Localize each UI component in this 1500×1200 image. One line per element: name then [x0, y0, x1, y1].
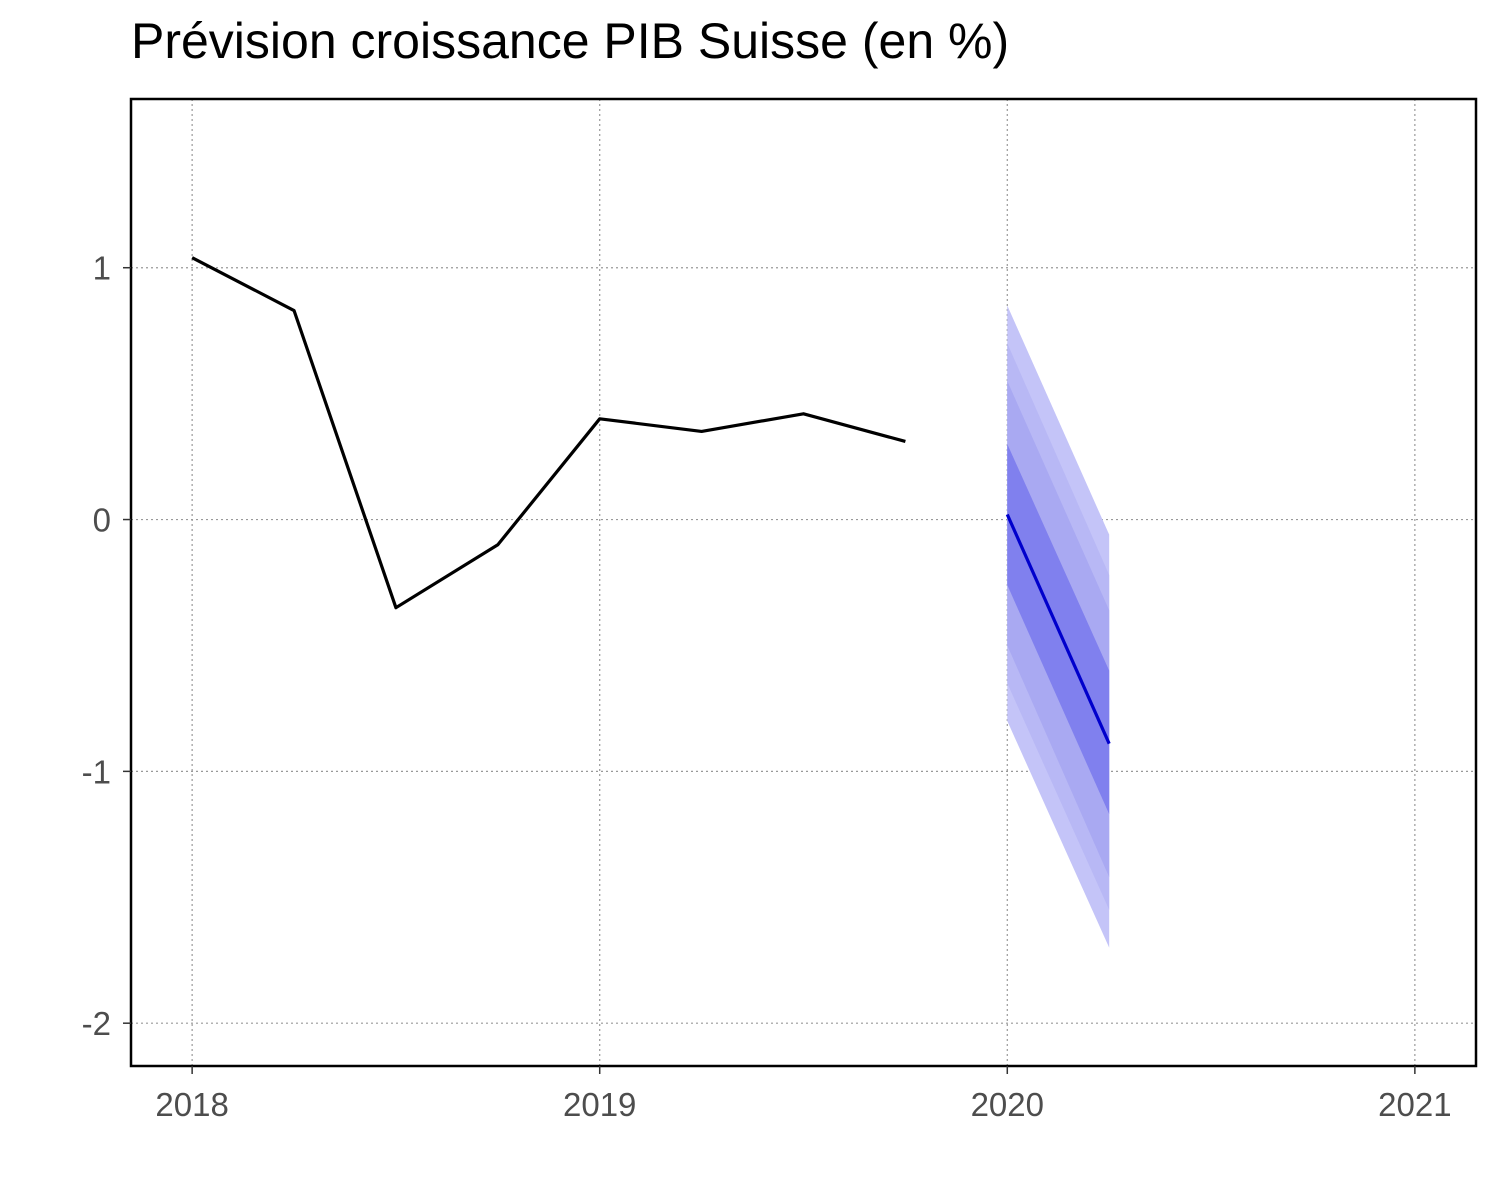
y-tick-label: -1 — [82, 753, 111, 790]
chart-title: Prévision croissance PIB Suisse (en %) — [131, 13, 1010, 69]
x-tick-label: 2019 — [563, 1086, 636, 1123]
series-line-historical — [191, 256, 906, 610]
plot-border — [129, 97, 1478, 1068]
x-tick-label: 2018 — [155, 1086, 228, 1123]
series-line-forecast — [1005, 513, 1111, 745]
x-tick-label: 2021 — [1378, 1086, 1451, 1123]
y-tick-label: 1 — [93, 250, 111, 287]
x-tick-label: 2020 — [971, 1086, 1044, 1123]
y-tick-label: -2 — [82, 1005, 111, 1042]
y-tick-label: 0 — [93, 502, 111, 539]
